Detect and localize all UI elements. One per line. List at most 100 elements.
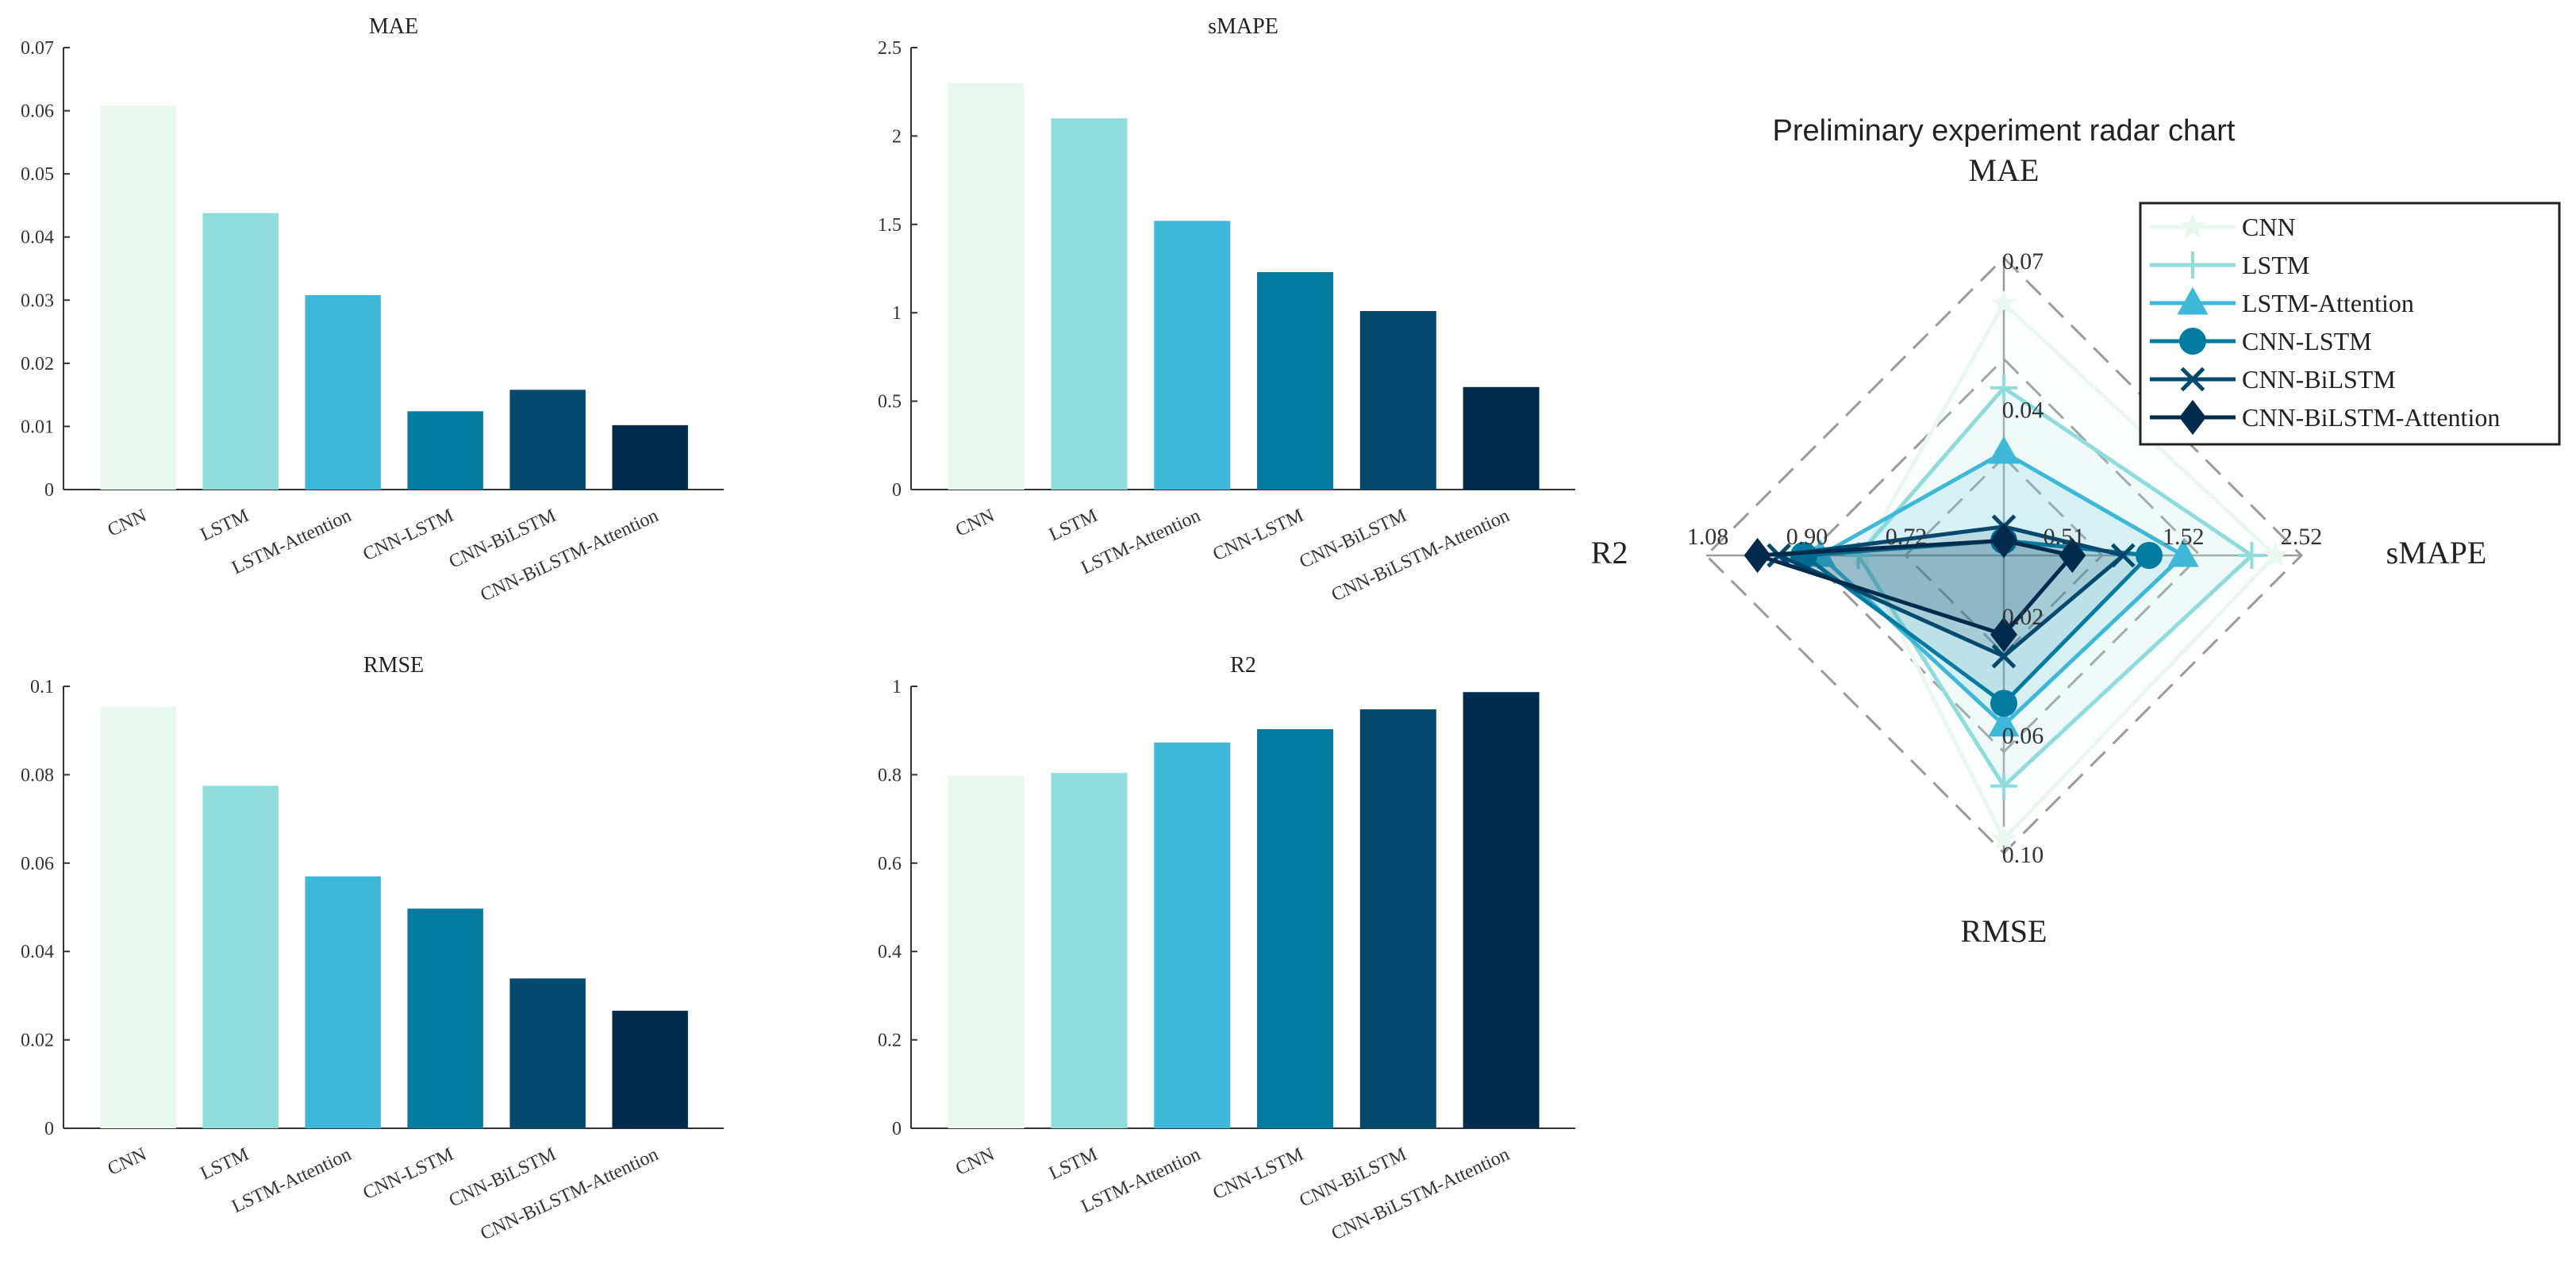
r2-x-tick-label: LSTM — [1046, 1144, 1101, 1185]
mae-y-tick-label: 0.06 — [21, 102, 54, 122]
legend-label-cnn-bilstm-attention: CNN-BiLSTM-Attention — [2242, 403, 2500, 432]
rmse-bar-cnn — [100, 707, 176, 1128]
r2-bar-cnn-bilstm — [1359, 709, 1436, 1128]
rmse-y-tick-label: 0.08 — [21, 765, 54, 786]
radar-point-lstm-attention-smape — [2167, 539, 2199, 567]
radar-series-group — [1744, 290, 2289, 851]
mae-bar-cnn-bilstm — [509, 390, 586, 490]
radar-chart-title: Preliminary experiment radar chart — [1773, 114, 2236, 148]
legend-label-cnn-lstm: CNN-LSTM — [2242, 327, 2372, 355]
rmse-y-tick-label: 0.06 — [21, 854, 54, 874]
r2-chart-title: R2 — [1230, 653, 1256, 678]
r2-y-tick-label: 1 — [892, 677, 902, 697]
r2-bar-lstm — [1051, 773, 1128, 1128]
radar-tick-label: 0.10 — [2002, 842, 2044, 868]
radar-chart: 0.04 0.07 0.51 1.52 2.52 0.02 0.06 0.10 0.72 0.90… — [1591, 114, 2561, 949]
radar-point-cnn-bilstm-rmse — [1991, 643, 2017, 669]
r2-y-tick-label: 0.2 — [878, 1031, 902, 1051]
mae-x-tick-label: CNN — [105, 505, 150, 541]
radar-axis-name-r2: R2 — [1591, 535, 1628, 570]
radar-point-cnn-mae — [1990, 290, 2017, 315]
r2-y-tick-label: 0.8 — [878, 765, 902, 786]
rmse-x-tick-label: CNN-LSTM — [360, 1144, 457, 1204]
rmse-x-tick-label: LSTM — [198, 1144, 252, 1185]
smape-y-tick-label: 2 — [892, 126, 902, 147]
r2-y-tick-label: 0 — [892, 1119, 902, 1139]
legend-marker-cnn-lstm — [2179, 328, 2206, 355]
rmse-y-tick-label: 0.1 — [30, 677, 54, 697]
radar-axis-name-rmse: RMSE — [1961, 913, 2047, 949]
smape-y-tick-label: 2.5 — [878, 38, 902, 59]
mae-bar-cnn-lstm — [407, 411, 483, 490]
legend-label-lstm: LSTM — [2242, 251, 2309, 279]
radar-point-lstm-attention-rmse — [1988, 709, 2020, 737]
mae-bar-cnn-bilstm-attention — [612, 424, 688, 490]
legend-marker-cnn — [2179, 213, 2206, 238]
smape-x-tick-label: LSTM — [1046, 505, 1101, 546]
legend-marker-lstm-attention — [2177, 286, 2209, 315]
radar-point-lstm-smape — [2238, 542, 2266, 569]
smape-y-tick-label: 0.5 — [878, 392, 902, 413]
rmse-x-tick-label: CNN-BiLSTM-Attention — [478, 1144, 662, 1245]
mae-x-tick-label: LSTM — [198, 505, 252, 546]
r2-y-tick-label: 0.6 — [878, 854, 902, 874]
smape-chart-title: sMAPE — [1208, 14, 1278, 39]
radar-legend: CNN LSTM LSTM-Attention CNN-LSTM CNN-BiLSTM C… — [2139, 202, 2561, 446]
radar-point-cnn-bilstm-attention-rmse — [1990, 617, 2017, 652]
radar-grid-ring-1 — [1904, 455, 2104, 655]
radar-tick-label: 0.07 — [2002, 248, 2044, 275]
radar-tick-label: 0.04 — [2002, 398, 2044, 424]
r2-bar-cnn-bilstm-attention — [1463, 692, 1540, 1128]
r2-bar-cnn — [948, 775, 1025, 1128]
smape-bar-lstm — [1051, 118, 1128, 490]
r2-x-tick-label: CNN-BiLSTM-Attention — [1328, 1144, 1513, 1245]
smape-y-tick-label: 0 — [892, 480, 902, 501]
radar-axis-name-smape: sMAPE — [2386, 535, 2487, 570]
mae-y-tick-label: 0.03 — [21, 290, 54, 311]
mae-chart-title: MAE — [369, 14, 418, 39]
radar-axis-name-mae: MAE — [1969, 152, 2040, 188]
legend-marker-cnn-bilstm — [2180, 367, 2205, 392]
rmse-y-tick-label: 0.02 — [21, 1031, 54, 1051]
radar-labels: 0.04 0.07 0.51 1.52 2.52 0.02 0.06 0.10 0.72 0.90… — [1591, 114, 2487, 949]
legend-label-lstm-attention: LSTM-Attention — [2242, 289, 2414, 317]
mae-y-tick-label: 0.05 — [21, 164, 54, 185]
mae-bar-lstm — [202, 213, 279, 490]
radar-tick-label: 0.72 — [1886, 524, 1928, 550]
radar-point-lstm-mae — [1990, 374, 2017, 401]
rmse-bar-cnn-lstm — [407, 908, 483, 1128]
legend-label-cnn: CNN — [2242, 213, 2296, 241]
radar-point-cnn-lstm-smape — [2136, 542, 2163, 569]
rmse-y-tick-label: 0 — [44, 1119, 54, 1139]
mae-y-tick-label: 0.02 — [21, 354, 54, 375]
radar-point-lstm-rmse — [1990, 772, 2017, 800]
r2-y-tick-label: 0.4 — [878, 942, 902, 962]
mae-x-tick-label: CNN-LSTM — [360, 505, 457, 565]
r2-bar-lstm-attention — [1154, 742, 1231, 1128]
mae-x-tick-label: CNN-BiLSTM-Attention — [478, 505, 662, 606]
smape-bar-cnn-bilstm — [1359, 310, 1436, 490]
rmse-bar-lstm-attention — [305, 876, 381, 1128]
radar-point-cnn-rmse — [1990, 825, 2017, 851]
radar-tick-label: 2.52 — [2281, 524, 2323, 550]
radar-point-lstm-attention-mae — [1988, 436, 2020, 464]
radar-point-cnn-bilstm-smape — [2110, 543, 2136, 568]
smape-bar-cnn-bilstm-attention — [1463, 386, 1540, 490]
smape-bar-lstm-attention — [1154, 221, 1231, 490]
radar-tick-label: 1.52 — [2163, 524, 2205, 550]
rmse-bar-cnn-bilstm — [509, 978, 586, 1128]
mae-y-tick-label: 0.07 — [21, 38, 54, 59]
radar-tick-label: 1.08 — [1687, 524, 1729, 550]
rmse-chart-title: RMSE — [363, 653, 424, 678]
radar-tick-label: 0.02 — [2002, 604, 2044, 630]
legend-marker-lstm — [2179, 252, 2206, 278]
smape-y-tick-label: 1 — [892, 303, 902, 324]
mae-bar-lstm-attention — [305, 294, 381, 490]
rmse-bar-cnn-bilstm-attention — [612, 1010, 688, 1128]
mae-y-tick-label: 0 — [44, 480, 54, 501]
legend-marker-cnn-bilstm-attention — [2179, 399, 2206, 436]
radar-tick-label: 0.90 — [1786, 524, 1828, 550]
